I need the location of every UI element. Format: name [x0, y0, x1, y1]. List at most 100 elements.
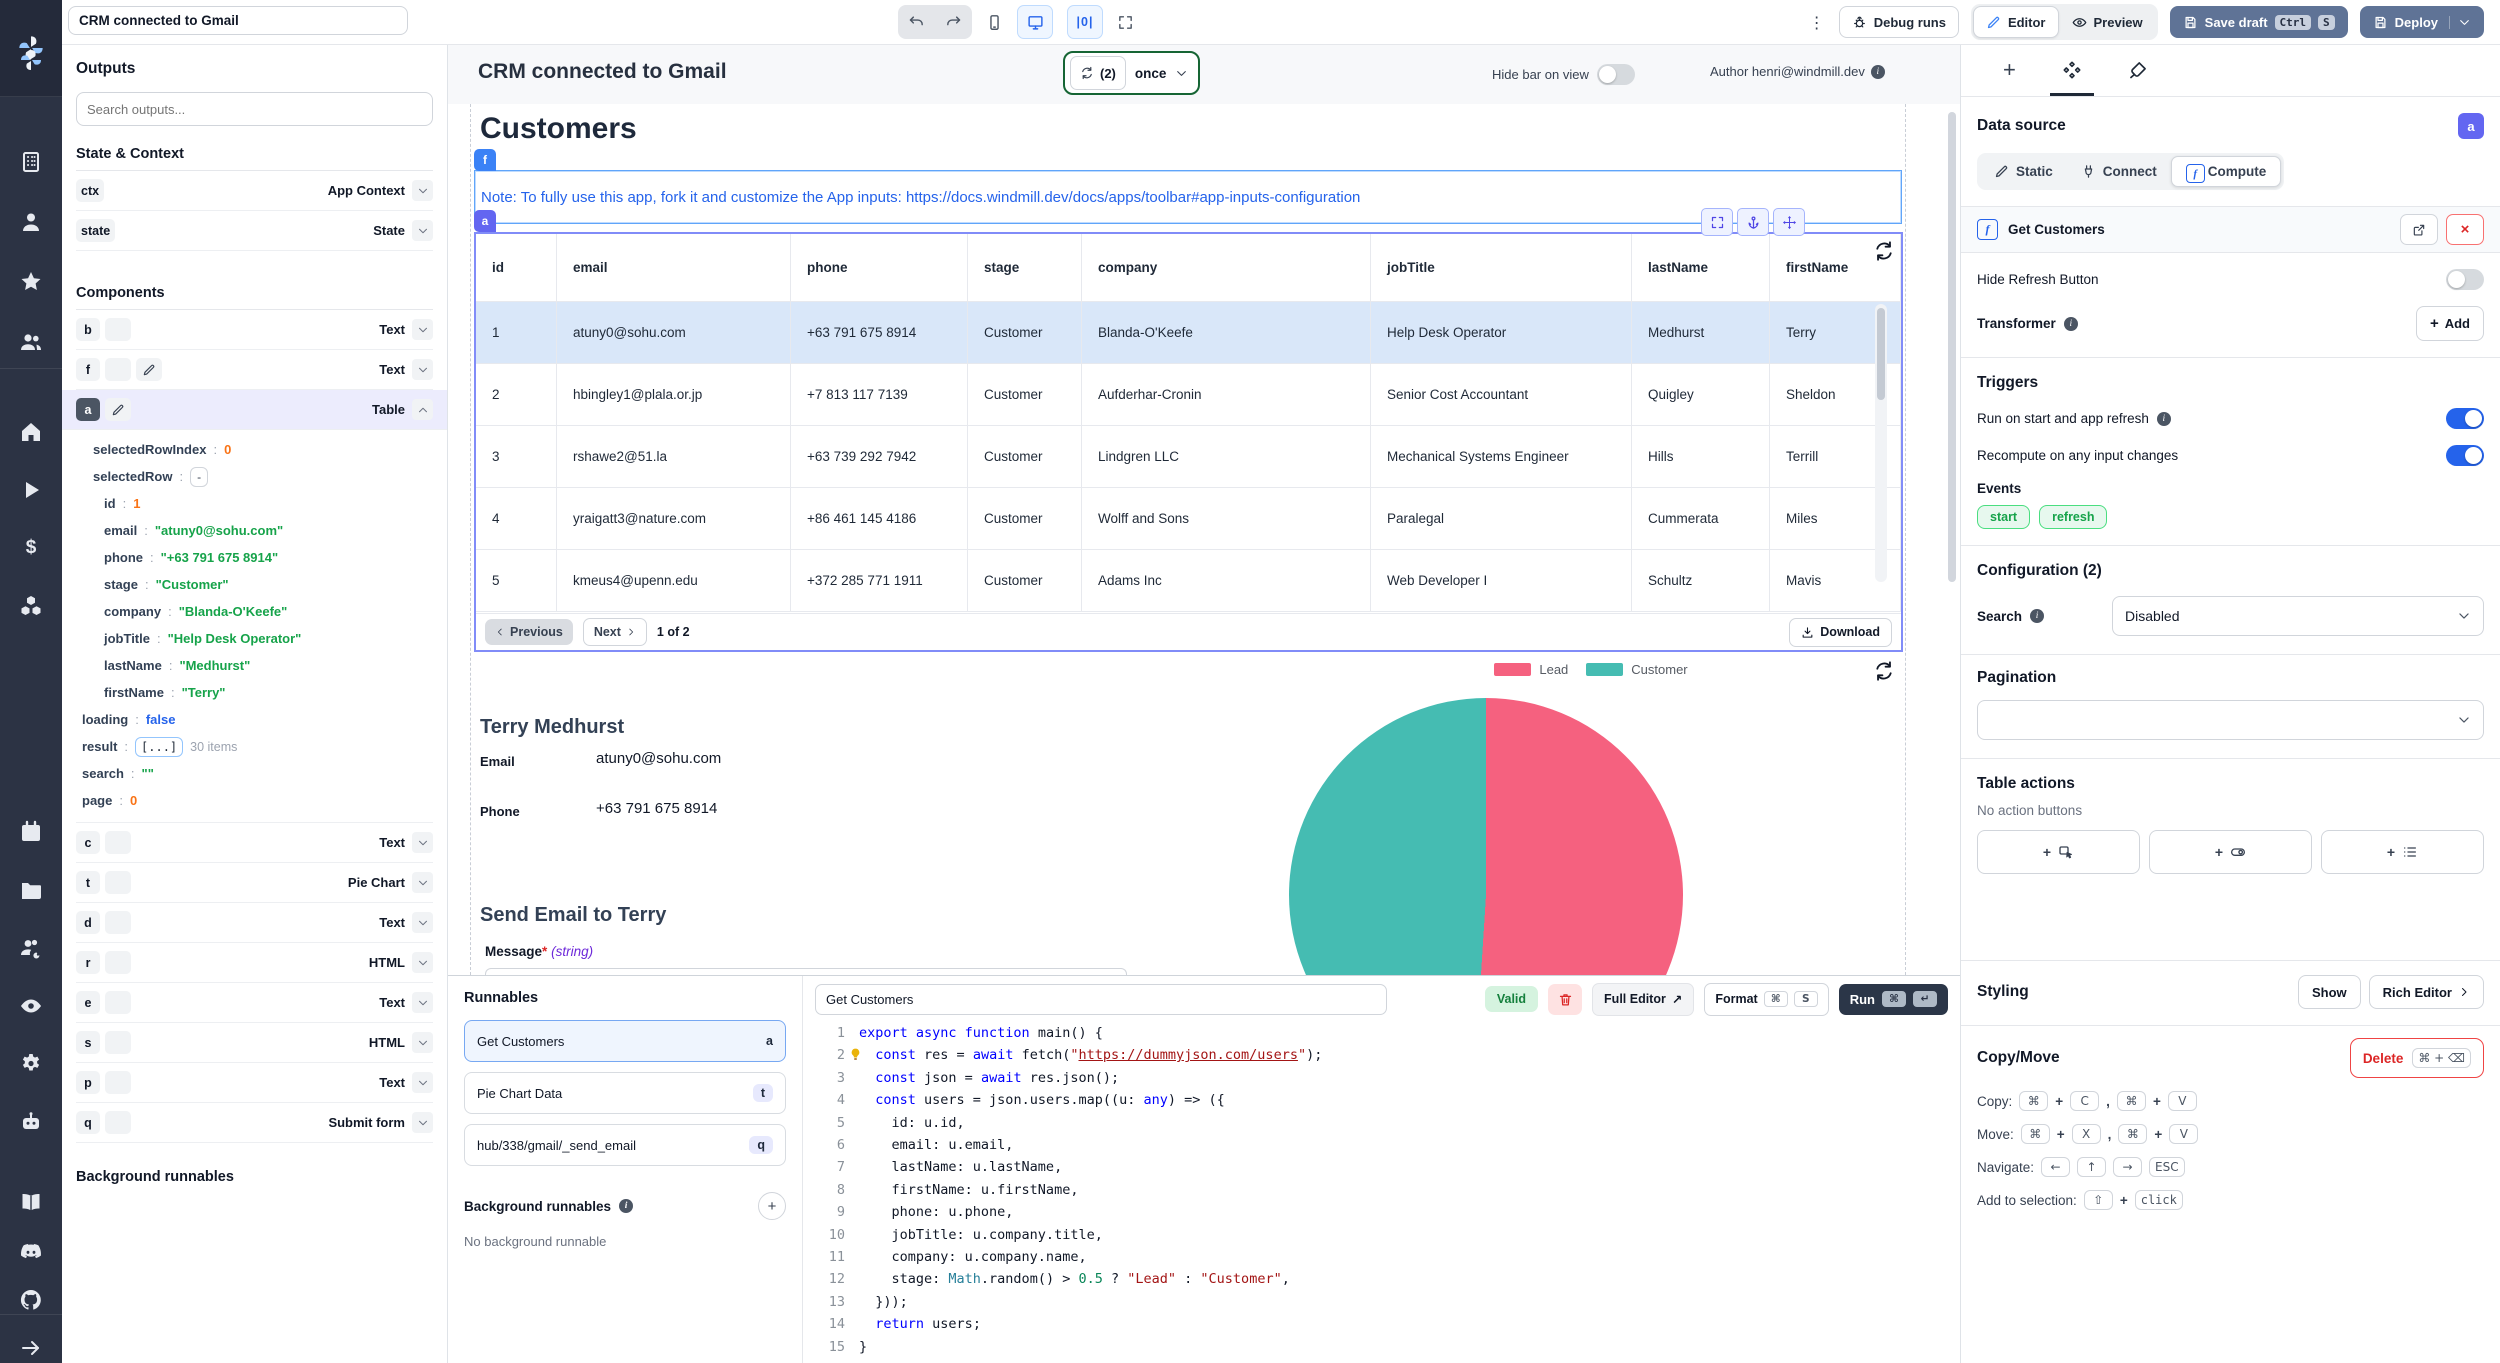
anchor-component-button[interactable]: [1737, 208, 1769, 236]
delete-runnable-button[interactable]: [1548, 983, 1583, 1015]
app-title-input[interactable]: [68, 6, 408, 35]
undo-button[interactable]: [898, 5, 935, 39]
deploy-button[interactable]: Deploy: [2359, 6, 2484, 38]
output-row-s[interactable]: s HTML: [76, 1023, 433, 1063]
data-source-tab-compute[interactable]: f Compute: [2170, 156, 2282, 187]
hand-chip[interactable]: [105, 1111, 131, 1134]
hand-chip[interactable]: [105, 951, 131, 974]
editor-tab[interactable]: Editor: [1972, 6, 2059, 38]
pagination-select[interactable]: [1977, 700, 2484, 740]
runnable-name-input[interactable]: [815, 983, 1387, 1015]
recompute-toggle[interactable]: [2446, 445, 2484, 466]
output-row-p[interactable]: p Text: [76, 1063, 433, 1103]
output-row-b[interactable]: b Text: [76, 310, 433, 350]
add-transformer-button[interactable]: + Add: [2415, 306, 2484, 341]
expand-toggle[interactable]: [412, 912, 433, 933]
column-header-lastName[interactable]: lastName: [1632, 234, 1770, 302]
component-badge-f[interactable]: f: [474, 149, 496, 171]
output-row-ctx[interactable]: ctx App Context: [76, 171, 433, 211]
full-editor-button[interactable]: Full Editor ↗: [1592, 982, 1695, 1016]
run-on-start-toggle[interactable]: [2446, 408, 2484, 429]
canvas-scrollbar[interactable]: [1948, 108, 1958, 968]
info-icon[interactable]: i: [2030, 609, 2045, 623]
output-row-f[interactable]: f Text: [76, 350, 433, 390]
redo-button[interactable]: [935, 5, 972, 39]
detach-runnable-button[interactable]: ×: [2446, 214, 2484, 245]
rail-book[interactable]: [19, 1190, 43, 1214]
hand-chip[interactable]: [105, 318, 131, 341]
hand-chip[interactable]: [105, 358, 131, 381]
output-row-d[interactable]: d Text: [76, 903, 433, 943]
legend-item-customer[interactable]: Customer: [1586, 662, 1688, 677]
expand-toggle[interactable]: [412, 319, 433, 340]
rail-bot[interactable]: [19, 1110, 43, 1134]
hide-bar-toggle[interactable]: [1596, 64, 1635, 85]
open-in-editor-button[interactable]: [2400, 214, 2438, 245]
expand-toggle[interactable]: [412, 180, 433, 201]
table-row[interactable]: 2 hbingley1@plala.or.jp +7 813 117 7139 Cus…: [476, 364, 1901, 426]
rail-user[interactable]: [19, 210, 43, 234]
move-component-button[interactable]: [1773, 208, 1805, 236]
rail-users[interactable]: [19, 330, 43, 354]
expand-canvas-button[interactable]: [1117, 5, 1134, 39]
expand-toggle[interactable]: [412, 832, 433, 853]
data-source-tab-connect[interactable]: Connect: [2067, 157, 2171, 186]
hand-chip[interactable]: [105, 831, 131, 854]
output-row-a[interactable]: a Table: [62, 390, 447, 430]
output-row-q[interactable]: q Submit form: [76, 1103, 433, 1143]
column-header-jobTitle[interactable]: jobTitle: [1371, 234, 1632, 302]
desktop-view-button[interactable]: [1017, 5, 1053, 39]
windmill-logo[interactable]: [0, 0, 62, 97]
pie-chart[interactable]: [1289, 698, 1683, 975]
lightbulb-icon[interactable]: [848, 1047, 863, 1062]
rail-arrow-right[interactable]: [19, 1336, 43, 1360]
save-draft-button[interactable]: Save draft Ctrl S: [2169, 6, 2348, 38]
mobile-view-button[interactable]: [986, 5, 1003, 39]
info-icon[interactable]: i: [2063, 316, 2078, 331]
expand-toggle[interactable]: [412, 1032, 433, 1053]
add-action-list-button[interactable]: +: [2321, 830, 2484, 874]
rail-folder[interactable]: [19, 878, 43, 902]
next-page-button[interactable]: Next: [582, 618, 647, 646]
column-header-email[interactable]: email: [557, 234, 791, 302]
rail-gear[interactable]: [19, 1052, 43, 1076]
table-row[interactable]: 3 rshawe2@51.la +63 739 292 7942 Customer Li…: [476, 426, 1901, 488]
component-badge-a[interactable]: a: [474, 210, 496, 232]
info-icon[interactable]: i: [1870, 64, 1885, 79]
more-menu-button[interactable]: ⋮: [1808, 12, 1825, 32]
delete-component-button[interactable]: Delete ⌘ + ⌫: [2349, 1038, 2484, 1078]
run-button[interactable]: Run ⌘ ↵: [1838, 983, 1948, 1015]
add-background-runnable-button[interactable]: +: [758, 1192, 786, 1220]
expand-toggle[interactable]: [412, 1112, 433, 1133]
search-outputs-input[interactable]: [76, 92, 433, 126]
expand-toggle[interactable]: [412, 952, 433, 973]
pie-refresh-button[interactable]: [1873, 660, 1895, 682]
table-row[interactable]: 4 yraigatt3@nature.com +86 461 145 4186 Cus…: [476, 488, 1901, 550]
preview-tab[interactable]: Preview: [2059, 6, 2156, 38]
column-header-stage[interactable]: stage: [968, 234, 1082, 302]
rich-editor-button[interactable]: Rich Editor: [2368, 975, 2484, 1009]
rail-eye[interactable]: [19, 994, 43, 1018]
note-component[interactable]: Note: To fully use this app, fork it and…: [474, 170, 1902, 224]
app-refresh-widget[interactable]: (2) once: [1063, 51, 1201, 95]
hide-refresh-toggle[interactable]: [2446, 269, 2484, 290]
add-action-toggle-pill-button[interactable]: +: [2149, 830, 2312, 874]
rail-github[interactable]: [19, 1288, 43, 1312]
format-button[interactable]: Format ⌘ S: [1704, 982, 1829, 1016]
tab-insert-component[interactable]: +: [2003, 44, 2016, 96]
expand-component-button[interactable]: [1701, 208, 1733, 236]
previous-page-button[interactable]: Previous: [485, 619, 573, 645]
tab-component-settings[interactable]: [2049, 44, 2094, 96]
expand-result[interactable]: [...]: [135, 736, 184, 757]
pencil-chip[interactable]: [136, 358, 162, 381]
pencil-chip[interactable]: [105, 398, 131, 421]
hand-chip[interactable]: [105, 1031, 131, 1054]
code-area[interactable]: 1 export async function main() {2 const r…: [803, 1022, 1960, 1363]
rail-calendar[interactable]: [19, 820, 43, 844]
search-mode-select[interactable]: Disabled: [2112, 596, 2484, 636]
table-refresh-button[interactable]: [1873, 240, 1895, 262]
expand-toggle[interactable]: [412, 220, 433, 241]
deploy-caret[interactable]: [2449, 15, 2471, 29]
runnable-item[interactable]: Pie Chart Data t: [464, 1072, 786, 1114]
rail-star[interactable]: [19, 270, 43, 294]
